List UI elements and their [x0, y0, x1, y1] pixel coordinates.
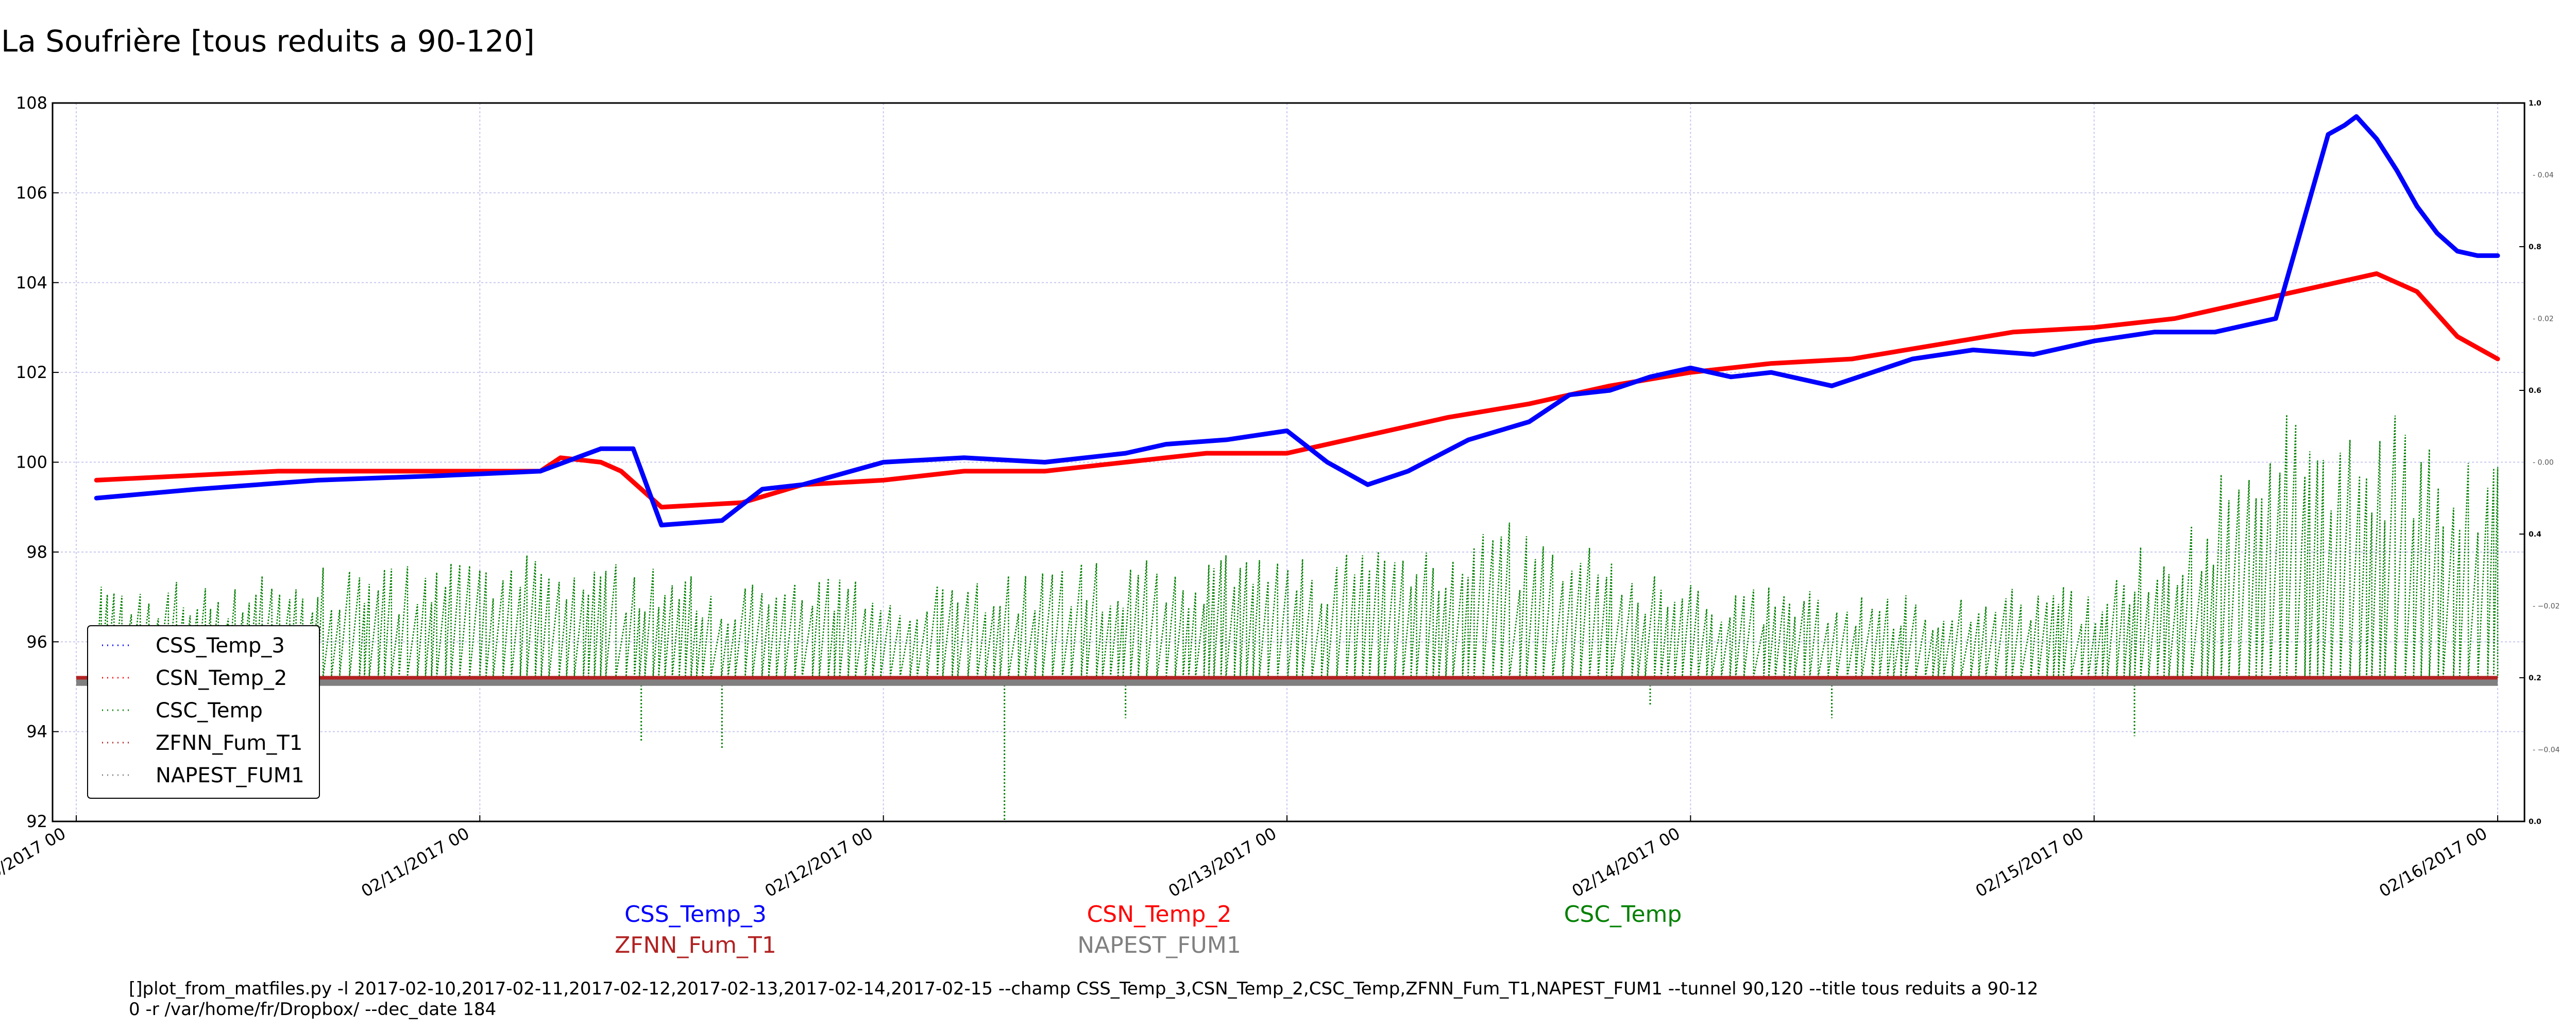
x-tick-label: 02/13/2017 00 [1165, 823, 1280, 901]
series-csc-temp [95, 415, 2499, 821]
x-axis: 02/10/2017 00 02/11/2017 00 02/12/2017 00 0… [0, 815, 2498, 901]
y-tick-label: 102 [16, 363, 47, 382]
x-tick-label: 02/14/2017 00 [1569, 823, 1684, 901]
y-tick-label: 100 [16, 453, 47, 472]
y-tick-label: 106 [16, 183, 47, 202]
x-tick-label: 02/15/2017 00 [1972, 823, 2087, 901]
series-css-temp-3 [94, 114, 2500, 528]
series-csc-temp-sawtooth [95, 415, 2499, 678]
legend-label-css-temp-3: CSS_Temp_3 [156, 634, 285, 658]
x-tick-label: 02/10/2017 00 [0, 823, 69, 901]
y-tick-label: 94 [26, 722, 47, 742]
bottom-label-css-temp-3: CSS_Temp_3 [624, 901, 767, 928]
y-tick-label: 108 [16, 93, 47, 113]
y-tick-label: 96 [26, 632, 47, 651]
legend-label-csn-temp-2: CSN_Temp_2 [156, 666, 287, 690]
right-tick-label: 0.2 [2529, 674, 2541, 682]
legend-label-csc-temp: CSC_Temp [156, 699, 263, 723]
y-axis: 92 94 96 98 100 102 104 106 108 [16, 93, 59, 831]
x-tick-label: 02/16/2017 00 [2376, 823, 2490, 901]
right-tick-label: 0.4 [2529, 530, 2541, 539]
x-tick-label: 02/12/2017 00 [761, 823, 876, 901]
bottom-label-csc-temp: CSC_Temp [1564, 901, 1682, 928]
line-series [94, 114, 2500, 528]
y-tick-label: 98 [26, 542, 47, 562]
bottom-label-zfnn-fum-t1: ZFNN_Fum_T1 [615, 932, 776, 958]
legend: CSS_Temp_3 CSN_Temp_2 CSC_Temp ZFNN_Fum_T1 N… [87, 625, 320, 799]
right-minor-tick-label: - 0.02 [2533, 315, 2554, 323]
right-minor-tick-label: - 0.04 [2533, 171, 2554, 180]
baseline-series [76, 676, 2498, 686]
right-tick-label: 1.0 [2529, 99, 2541, 108]
right-tick-label: 0.0 [2529, 818, 2541, 826]
right-minor-tick-label: - 0.00 [2533, 459, 2554, 467]
right-axis: 1.0 0.8 0.6 0.4 0.2 0.0 - 0.04 - 0.02 - 0.00 - −0… [2519, 99, 2560, 826]
right-tick-label: 0.6 [2529, 387, 2541, 395]
command-line: []plot_from_matfiles.py -l 2017-02-10,20… [129, 978, 2039, 1020]
right-tick-label: 0.8 [2529, 243, 2541, 251]
legend-label-zfnn-fum-t1: ZFNN_Fum_T1 [156, 731, 302, 755]
bottom-series-labels: CSS_Temp_3 CSN_Temp_2 CSC_Temp ZFNN_Fum_T1 N… [615, 901, 1682, 958]
y-tick-label: 104 [16, 273, 47, 293]
bottom-label-napest-fum1: NAPEST_FUM1 [1077, 932, 1241, 958]
chart-title: La Soufrière [tous reduits a 90-120] [1, 24, 535, 59]
series-csn-temp-2 [94, 271, 2500, 510]
bottom-label-csn-temp-2: CSN_Temp_2 [1087, 901, 1232, 928]
y-tick-label: 92 [26, 812, 47, 831]
plot-frame [52, 102, 2526, 822]
right-minor-tick-label: - −0.02 [2533, 603, 2560, 611]
right-minor-tick-label: - −0.04 [2533, 746, 2560, 754]
grid [53, 102, 2524, 822]
legend-label-napest-fum1: NAPEST_FUM1 [156, 764, 304, 787]
x-tick-label: 02/11/2017 00 [358, 823, 473, 901]
legend-box [87, 625, 320, 799]
